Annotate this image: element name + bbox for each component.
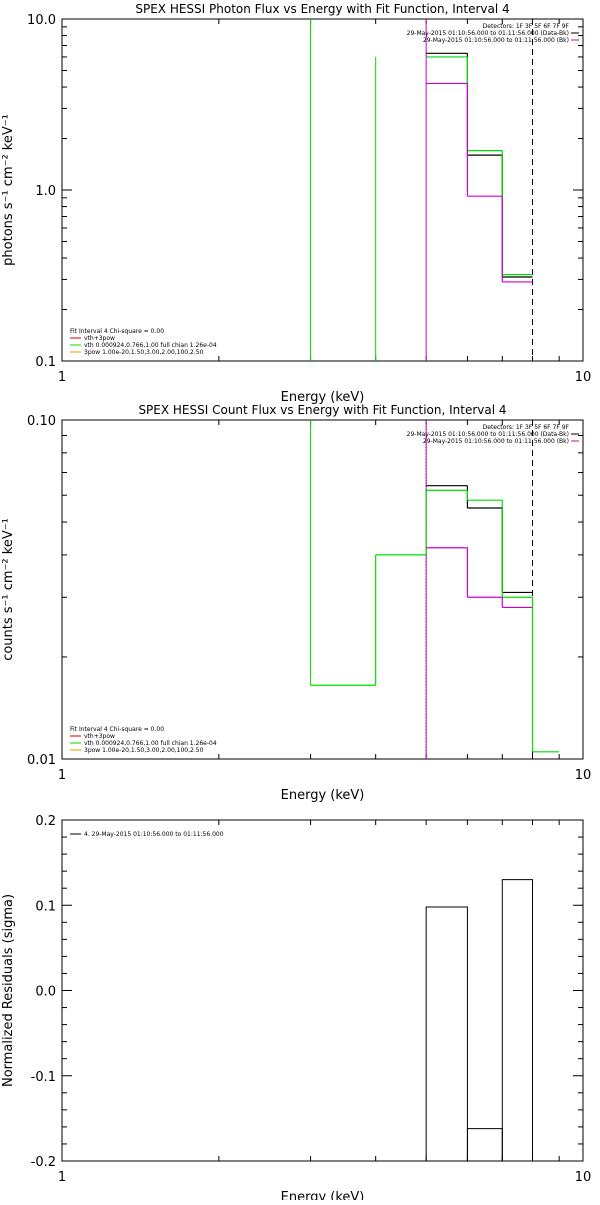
legend-right: Detectors: 1F 3F 5F 6F 7F 9F29-May-2015 … — [407, 424, 579, 445]
series-1 — [426, 485, 533, 594]
legend-left: 4. 29-May-2015 01:10:56.000 to 01:11:56.… — [70, 831, 224, 838]
chart-panel-1: SPEX HESSI Photon Flux vs Energy with Fi… — [1, 2, 591, 405]
legend-left-entry: vth 0.000924,0.766,1.00 full chian 1.26e… — [84, 740, 217, 747]
series-3 — [426, 82, 533, 283]
legend-left-entry: Fit Interval 4 Chi-square = 0.00 — [70, 328, 164, 335]
plot-frame — [61, 18, 584, 362]
y-tick-label: -0.1 — [31, 1070, 56, 1085]
y-axis: 0.01 0.10 counts s⁻¹ cm⁻² keV⁻¹ — [1, 414, 583, 768]
residual-bin-3 — [501, 879, 534, 1161]
residual-bin-1 — [425, 906, 468, 1161]
legend-left: Fit Interval 4 Chi-square = 0.00vth+3pow… — [70, 328, 217, 356]
x-tick-label: 1 — [58, 768, 66, 783]
x-axis-label: Energy (keV) — [281, 390, 365, 405]
y-tick-label: -0.2 — [31, 1155, 56, 1170]
y-axis-label: Normalized Residuals (sigma) — [1, 894, 16, 1087]
legend-right-entry: 29-May-2015 01:10:56.000 to 01:11:56.000… — [423, 37, 569, 44]
x-tick-label: 10 — [575, 1170, 592, 1185]
y-tick-label: 0.1 — [35, 899, 56, 914]
y-tick-label: 0.10 — [27, 414, 56, 429]
legend-left: Fit Interval 4 Chi-square = 0.00vth+3pow… — [70, 726, 217, 754]
x-tick-label: 10 — [575, 768, 592, 783]
legend-right-entry: 29-May-2015 01:10:56.000 to 01:11:56.000… — [423, 438, 569, 445]
series-2 — [310, 489, 560, 753]
x-tick-label: 1 — [58, 1170, 66, 1185]
legend-left-entry: 3pow 1.00e-20,1.50,3.00,2.00,100,2.50 — [84, 349, 204, 356]
legend-left-entry: vth 0.000924,0.766,1.00 full chian 1.26e… — [84, 342, 217, 349]
plot-frame — [61, 819, 584, 1162]
series-2 — [426, 56, 533, 276]
legend-left-entry: vth+3pow — [84, 335, 115, 342]
y-axis: 0.1 1.0 10.0 photons s⁻¹ cm⁻² keV⁻¹ — [1, 13, 583, 370]
y-tick-label: 0.1 — [35, 355, 56, 370]
x-tick-label: 10 — [575, 370, 592, 385]
legend-right-entry: Detectors: 1F 3F 5F 6F 7F 9F — [483, 23, 570, 30]
chart-title: SPEX HESSI Count Flux vs Energy with Fit… — [138, 403, 506, 417]
y-tick-label: 10.0 — [27, 13, 56, 28]
chart-panel-3: 1 10 Energy (keV) -0.2 -0.1 0.0 0.1 0.2 Normaliz… — [1, 814, 592, 1205]
y-tick-label: 0.01 — [27, 753, 56, 768]
legend-right-entry: 29-May-2015 01:10:56.000 to 01:11:56.000… — [407, 431, 569, 438]
legend-left-entry: vth+3pow — [84, 733, 115, 740]
residual-bin-2 — [466, 1128, 503, 1161]
x-tick-label: 1 — [58, 370, 66, 385]
plot-frame — [61, 419, 584, 760]
series-1 — [425, 879, 534, 1161]
legend-left-entry: 4. 29-May-2015 01:10:56.000 to 01:11:56.… — [84, 831, 224, 838]
x-axis-label: Energy (keV) — [281, 1190, 365, 1200]
legend-left-entry: Fit Interval 4 Chi-square = 0.00 — [70, 726, 164, 733]
series-1 — [426, 52, 533, 278]
legend-right-entry: Detectors: 1F 3F 5F 6F 7F 9F — [483, 424, 570, 431]
x-axis: 1 10 Energy (keV) — [58, 420, 591, 803]
y-tick-label: 1.0 — [35, 184, 56, 199]
y-axis-label: photons s⁻¹ cm⁻² keV⁻¹ — [1, 114, 16, 266]
y-axis-label: counts s⁻¹ cm⁻² keV⁻¹ — [1, 518, 16, 661]
legend-right: Detectors: 1F 3F 5F 6F 7F 9F29-May-2015 … — [407, 23, 579, 44]
chart-panel-2: SPEX HESSI Count Flux vs Energy with Fit… — [1, 403, 591, 803]
legend-left-entry: 3pow 1.00e-20,1.50,3.00,2.00,100,2.50 — [84, 747, 204, 754]
y-tick-label: 0.0 — [35, 985, 56, 1000]
y-axis: -0.2 -0.1 0.0 0.1 0.2 Normalized Residuals (s… — [1, 814, 583, 1170]
chart-title: SPEX HESSI Photon Flux vs Energy with Fi… — [135, 2, 509, 16]
x-axis-label: Energy (keV) — [281, 788, 365, 803]
legend-right-entry: 29-May-2015 01:10:56.000 to 01:11:56.000… — [407, 30, 569, 37]
series-3 — [426, 547, 533, 609]
x-axis: 1 10 Energy (keV) — [58, 820, 592, 1205]
y-tick-label: 0.2 — [35, 814, 56, 829]
